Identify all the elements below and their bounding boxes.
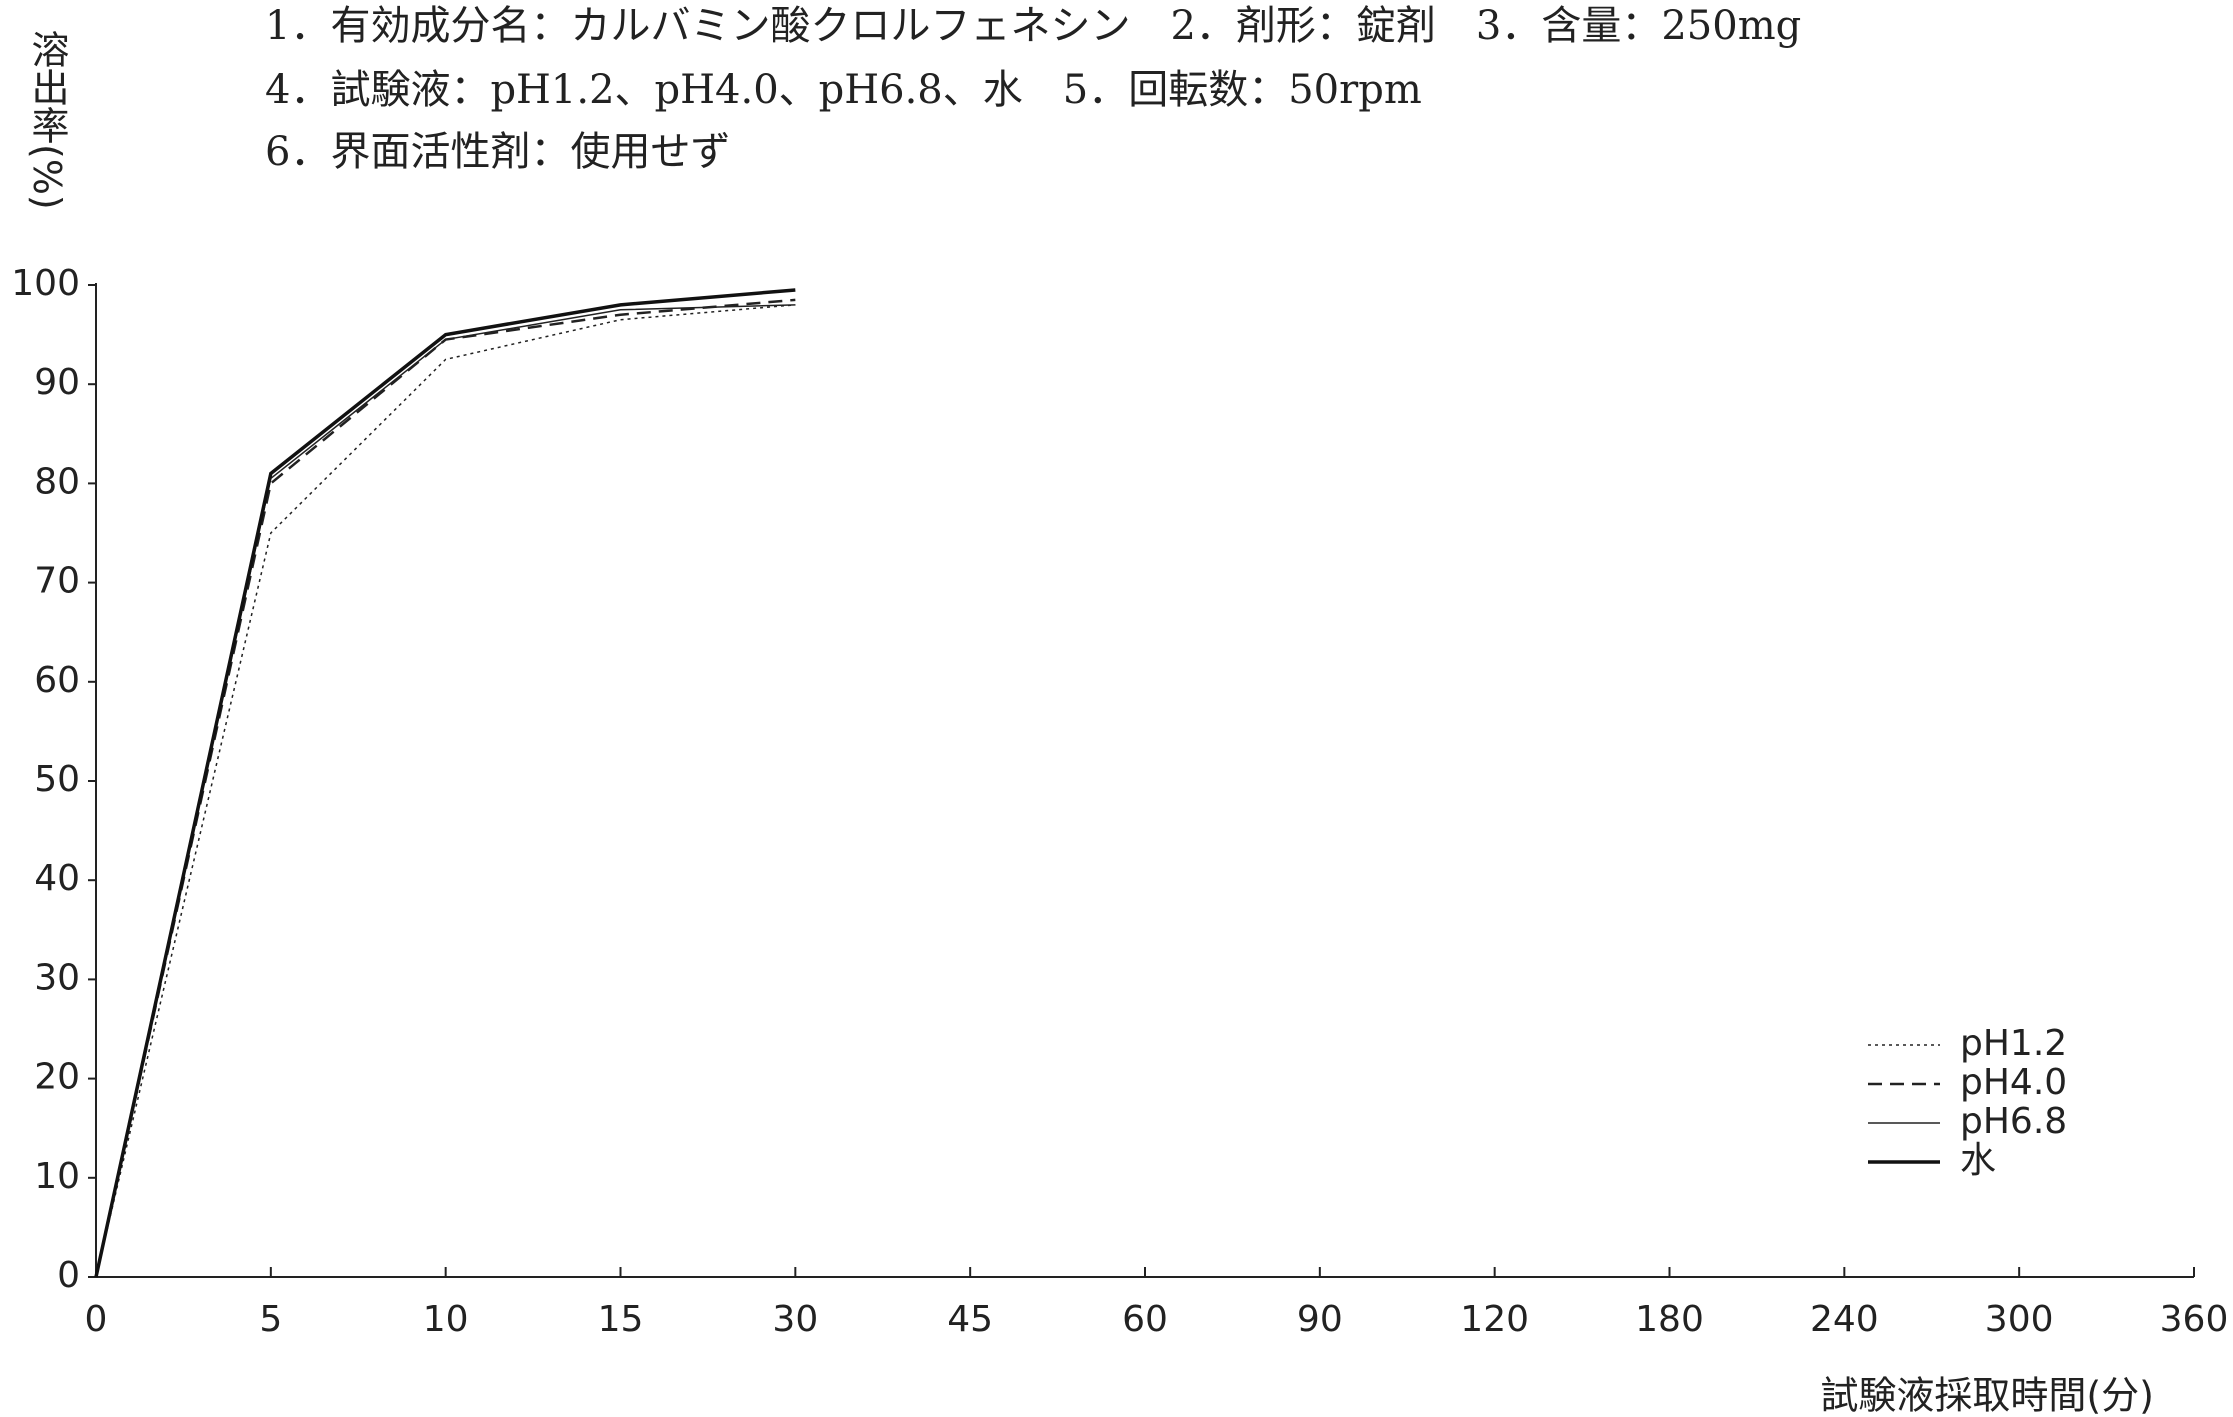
y-tick-label: 10 bbox=[34, 1156, 80, 1197]
chart-title: 4．試験液：pH1.2、pH4.0、pH6.8、水 5．回転数：50rpm bbox=[265, 67, 1422, 113]
x-tick-label: 300 bbox=[1985, 1299, 2054, 1340]
x-tick-label: 5 bbox=[259, 1299, 282, 1340]
x-tick-label: 0 bbox=[85, 1299, 108, 1340]
x-tick-label: 90 bbox=[1297, 1299, 1343, 1340]
x-tick-label: 45 bbox=[947, 1299, 993, 1340]
chart-title: 1．有効成分名：カルバミン酸クロルフェネシン 2．剤形：錠剤 3．含量：250m… bbox=[265, 3, 1801, 49]
legend-label: 水 bbox=[1960, 1140, 1996, 1181]
y-tick-label: 100 bbox=[11, 263, 80, 304]
legend-label: pH4.0 bbox=[1960, 1062, 2067, 1103]
y-tick-label: 40 bbox=[34, 858, 80, 899]
y-tick-label: 90 bbox=[34, 362, 80, 403]
legend-label: pH6.8 bbox=[1960, 1101, 2067, 1142]
y-tick-label: 30 bbox=[34, 957, 80, 998]
x-tick-label: 30 bbox=[772, 1299, 818, 1340]
x-tick-label: 180 bbox=[1635, 1299, 1704, 1340]
x-tick-label: 120 bbox=[1460, 1299, 1529, 1340]
y-tick-label: 0 bbox=[57, 1255, 80, 1296]
y-tick-label: 80 bbox=[34, 461, 80, 502]
y-tick-label: 50 bbox=[34, 759, 80, 800]
x-tick-label: 240 bbox=[1810, 1299, 1879, 1340]
y-tick-label: 20 bbox=[34, 1057, 80, 1098]
x-tick-label: 60 bbox=[1122, 1299, 1168, 1340]
legend-label: pH1.2 bbox=[1960, 1023, 2067, 1064]
x-axis-label: 試験液採取時間(分) bbox=[1820, 1374, 2154, 1417]
x-tick-label: 10 bbox=[423, 1299, 469, 1340]
y-axis-label: 溶出率(%) bbox=[25, 30, 69, 210]
data-line bbox=[94, 288, 796, 1278]
chart-title: 6．界面活性剤：使用せず bbox=[265, 129, 730, 175]
y-tick-label: 70 bbox=[34, 561, 80, 602]
x-tick-label: 360 bbox=[2160, 1299, 2229, 1340]
x-tick-label: 15 bbox=[598, 1299, 644, 1340]
y-tick-label: 60 bbox=[34, 660, 80, 701]
data-line bbox=[95, 304, 796, 1278]
